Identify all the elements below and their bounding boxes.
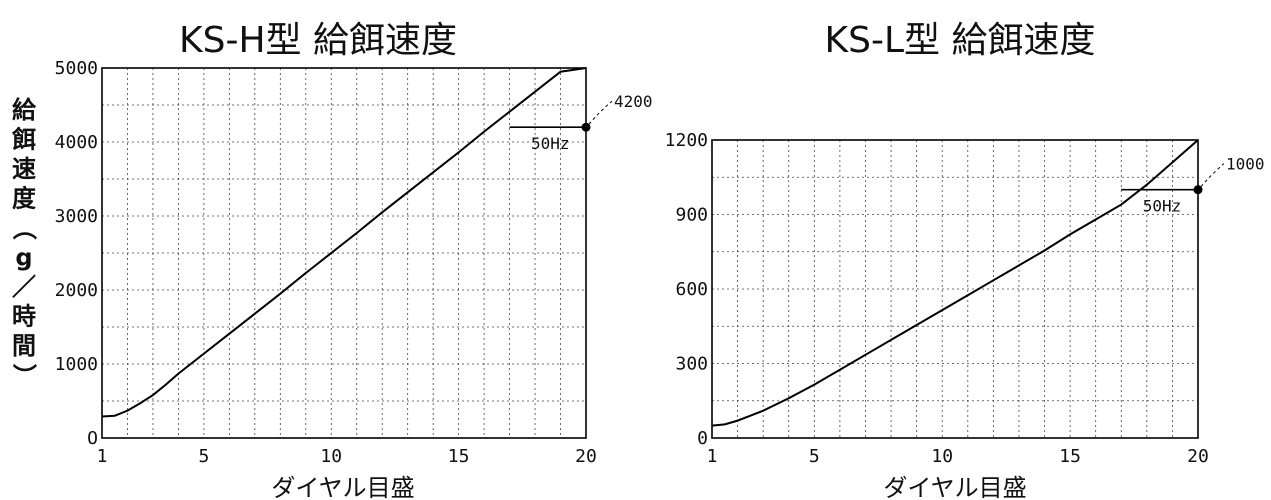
hz-50-value-label: 4200 — [614, 92, 653, 111]
hz-50-value-label: 1000 — [1226, 155, 1265, 174]
annotation-ks-l: 1000 50Hz — [1121, 155, 1265, 216]
y-ticks-ks-l: 0 300 600 900 1200 — [665, 130, 708, 449]
y-tick-label: 1200 — [665, 130, 708, 151]
y-tick-label: 5000 — [55, 58, 98, 79]
x-axis-label-ks-l: ダイヤル目盛 — [883, 474, 1026, 500]
plot-frame-ks-l — [711, 139, 1199, 439]
x-tick-label: 15 — [1059, 446, 1081, 467]
hz-50-label: 50Hz — [531, 134, 570, 153]
y-ticks-ks-h: O 1000 2000 3000 4000 5000 — [55, 58, 98, 449]
y-axis-label-char: 給 — [12, 96, 37, 124]
y-axis-label-char: （ — [10, 216, 38, 240]
y-tick-label: 1000 — [55, 354, 98, 375]
grid-ks-l — [712, 140, 1198, 438]
y-axis-label-char: g — [15, 244, 32, 272]
chart-title-ks-l: KS-L型 給餌速度 — [825, 20, 1096, 61]
y-tick-label: 300 — [675, 354, 708, 375]
y-tick-label: 600 — [675, 279, 708, 300]
series-ks-h — [101, 67, 587, 418]
x-tick-label: 10 — [320, 446, 342, 467]
hz-50-label: 50Hz — [1143, 197, 1182, 216]
grid-ks-h — [102, 68, 586, 438]
x-tick-label: 1 — [707, 446, 718, 467]
series-line — [711, 139, 1199, 427]
annotation-ks-h: 4200 50Hz — [509, 92, 653, 153]
x-tick-label: 10 — [931, 446, 953, 467]
x-tick-label: 5 — [809, 446, 820, 467]
y-axis-label-char: 餌 — [11, 126, 36, 154]
x-tick-label: 5 — [198, 446, 209, 467]
x-ticks-ks-h: 1 5 10 15 20 — [97, 446, 597, 467]
x-tick-label: 20 — [1187, 446, 1209, 467]
y-tick-label: 4000 — [55, 132, 98, 153]
chart-title-ks-h: KS-H型 給餌速度 — [179, 20, 457, 61]
x-tick-label: 15 — [448, 446, 470, 467]
y-tick-label: 0 — [697, 428, 708, 449]
y-axis-label-char: 度 — [12, 185, 37, 213]
x-tick-label: 1 — [97, 446, 108, 467]
chart-ks-h: KS-H型 給餌速度 4200 50Hz O 1000 2000 3000 4000 500… — [10, 20, 653, 500]
y-axis-label-char: 間 — [12, 332, 36, 360]
hz-50-leader — [1200, 163, 1225, 187]
series-line — [101, 67, 587, 418]
y-axis-label-char: 時 — [12, 303, 36, 331]
series-ks-l — [711, 139, 1199, 427]
y-tick-label: 900 — [675, 205, 708, 226]
y-tick-label: 2000 — [55, 280, 98, 301]
y-tick-label: O — [87, 428, 98, 449]
plot-frame-ks-h — [101, 67, 587, 439]
y-axis-label-char: ） — [10, 364, 38, 388]
x-ticks-ks-l: 1 5 10 15 20 — [707, 446, 1209, 467]
y-axis-label-char: ／ — [12, 273, 36, 301]
y-axis-label-char: 速 — [12, 155, 36, 183]
x-axis-label-ks-h: ダイヤル目盛 — [271, 474, 414, 500]
x-tick-label: 20 — [575, 446, 597, 467]
hz-50-leader — [588, 100, 613, 125]
y-axis-label-ks-h: 給餌速度 （ g／時間 ） — [10, 96, 38, 388]
y-tick-label: 3000 — [55, 206, 98, 227]
